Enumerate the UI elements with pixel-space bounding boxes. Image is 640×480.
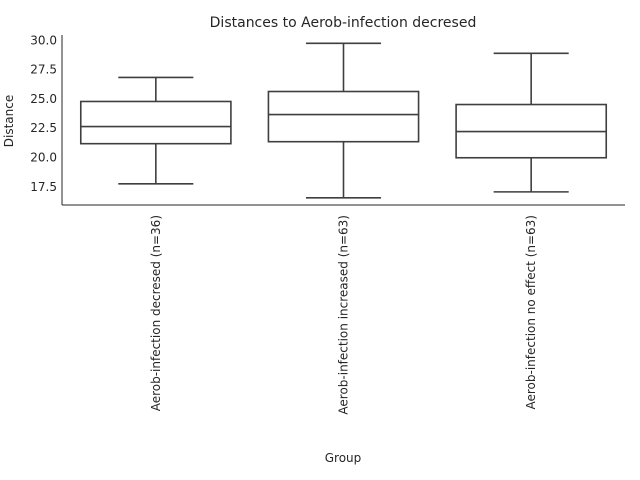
box [79, 100, 232, 145]
x-tick-label: Aerob-infection no effect (n=63) [524, 215, 538, 410]
x-tick-label: Aerob-infection increased (n=63) [337, 215, 351, 415]
box [267, 90, 420, 143]
x-axis-label: Group [325, 451, 362, 465]
y-tick-label: 25.0 [30, 92, 57, 106]
chart-title: Distances to Aerob-infection decresed [210, 15, 477, 31]
y-tick-label: 30.0 [30, 33, 57, 47]
y-tick-label: 22.5 [30, 121, 57, 135]
y-tick-label: 27.5 [30, 63, 57, 77]
y-tick-label: 17.5 [30, 180, 57, 194]
y-tick-label: 20.0 [30, 151, 57, 165]
x-tick-label: Aerob-infection decresed (n=36) [149, 215, 163, 411]
y-axis-label: Distance [2, 95, 16, 147]
